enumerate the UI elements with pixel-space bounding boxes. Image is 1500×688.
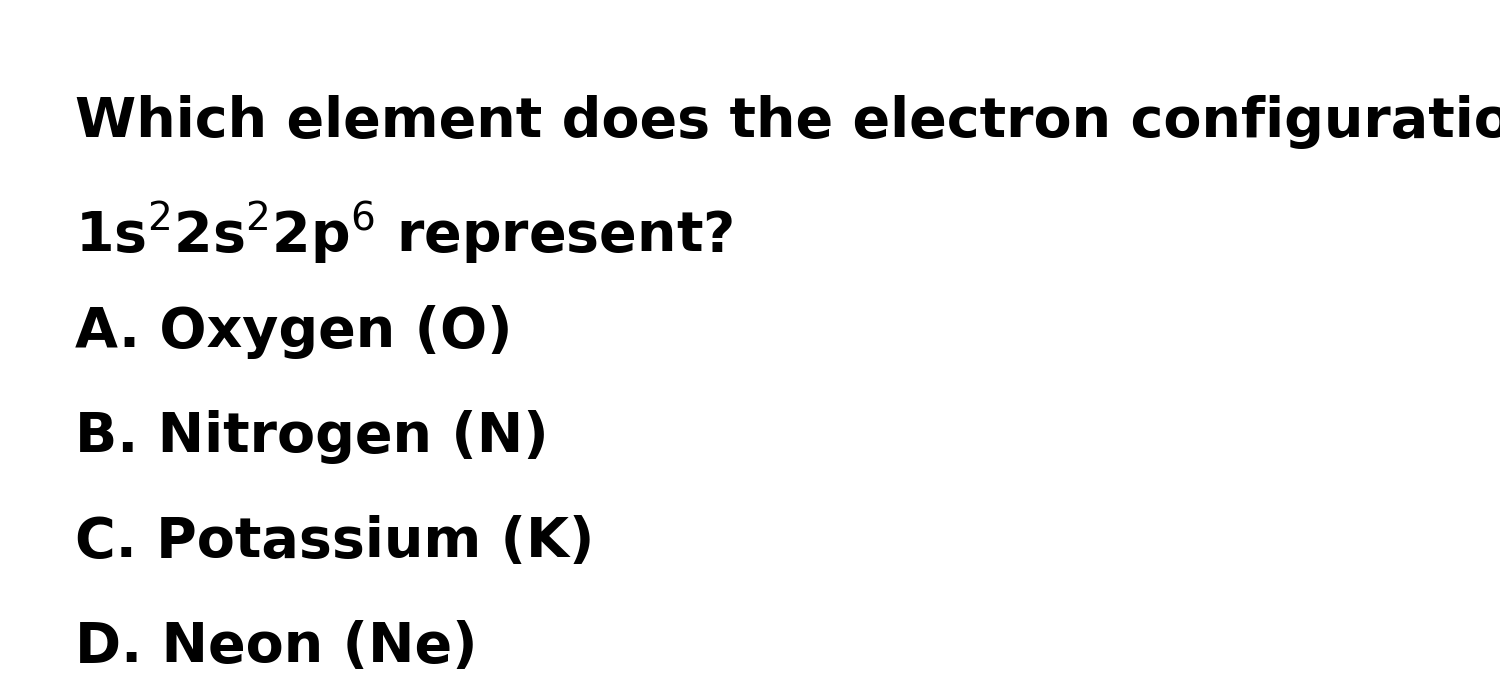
Text: D. Neon (Ne): D. Neon (Ne) <box>75 620 477 674</box>
Text: B. Nitrogen (N): B. Nitrogen (N) <box>75 410 549 464</box>
Text: A. Oxygen (O): A. Oxygen (O) <box>75 305 513 359</box>
Text: Which element does the electron configuration: Which element does the electron configur… <box>75 95 1500 149</box>
Text: C. Potassium (K): C. Potassium (K) <box>75 515 594 569</box>
Text: 1s$^2$2s$^2$2p$^6$ represent?: 1s$^2$2s$^2$2p$^6$ represent? <box>75 200 734 268</box>
